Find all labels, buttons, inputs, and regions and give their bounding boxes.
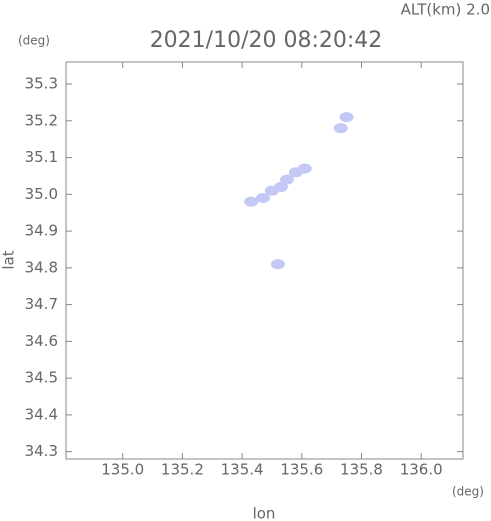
- x-tick-label: 136.0: [400, 461, 443, 479]
- y-tick-label: 35.2: [25, 111, 58, 129]
- x-tick-label: 135.4: [221, 461, 264, 479]
- chart-title: 2021/10/20 08:20:42: [150, 28, 383, 53]
- y-tick-label: 34.8: [25, 258, 58, 276]
- y-tick-label: 35.0: [25, 185, 58, 203]
- y-tick-label: 35.3: [25, 75, 58, 93]
- y-tick-label: 34.5: [25, 369, 58, 387]
- x-unit: (deg): [452, 485, 484, 499]
- echo-blob: [297, 163, 312, 174]
- echo-blob: [279, 174, 294, 185]
- x-tick-label: 135.6: [280, 461, 323, 479]
- x-tick-label: 135.2: [161, 461, 204, 479]
- y-tick-label: 34.6: [25, 332, 58, 350]
- x-tick-label: 135.0: [101, 461, 144, 479]
- y-axis-label: lat: [0, 250, 18, 269]
- x-tick-label: 135.8: [340, 461, 383, 479]
- y-unit: (deg): [18, 34, 50, 48]
- echo-blob: [244, 196, 259, 207]
- x-axis-label: lon: [253, 505, 276, 521]
- plot-frame: [65, 61, 464, 460]
- echo-blob: [273, 181, 288, 192]
- altitude-label: ALT(km) 2.0: [401, 1, 490, 19]
- y-tick-label: 34.9: [25, 222, 58, 240]
- echo-blob: [333, 123, 348, 134]
- y-tick-label: 34.3: [25, 442, 58, 460]
- echo-blob: [256, 193, 271, 204]
- echo-blob: [270, 259, 285, 270]
- y-tick-label: 34.7: [25, 295, 58, 313]
- echo-blob: [339, 112, 354, 123]
- y-tick-label: 34.4: [25, 405, 58, 423]
- y-tick-label: 35.1: [25, 148, 58, 166]
